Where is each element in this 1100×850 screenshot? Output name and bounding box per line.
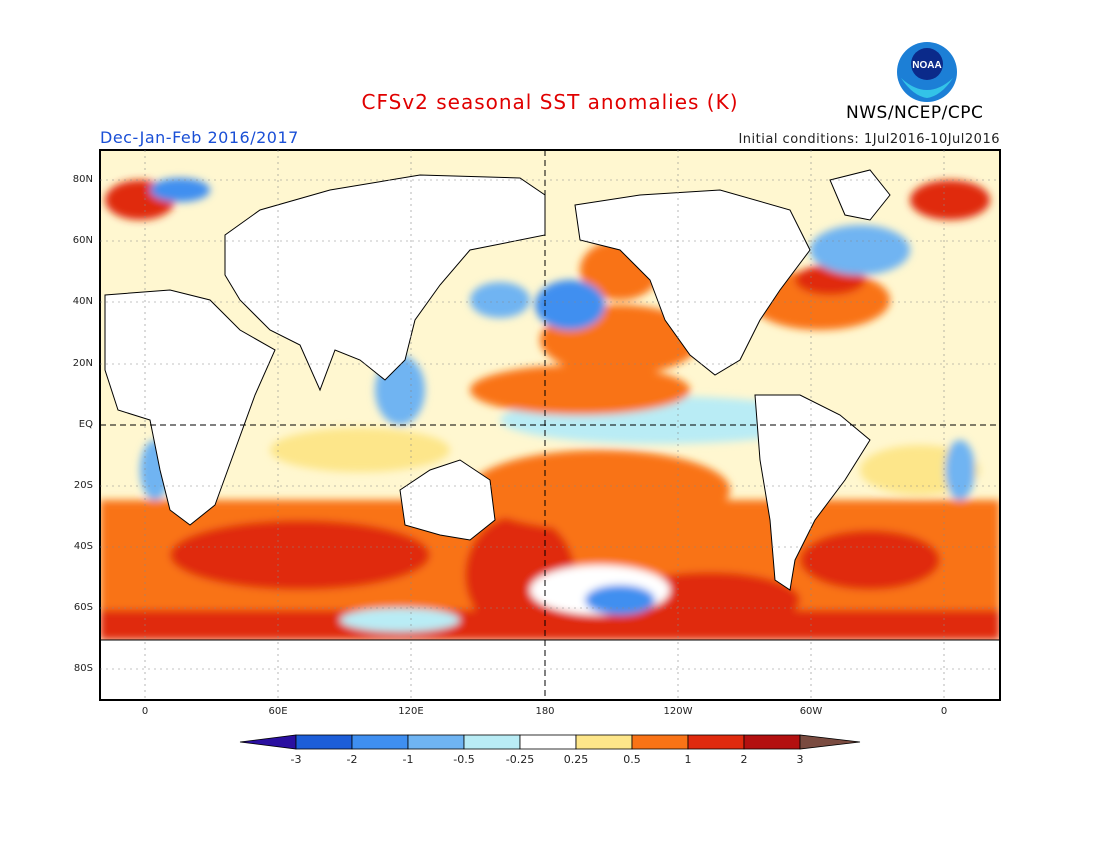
lat-tick: 60S [73, 602, 93, 613]
lon-tick: 0 [141, 706, 149, 717]
lat-tick: 20S [73, 480, 93, 491]
land [100, 169, 1000, 700]
colorbar [239, 734, 861, 750]
colorbar-swatch [351, 734, 409, 750]
lon-tick: 60E [268, 706, 288, 717]
colorbar-swatch [239, 734, 297, 750]
lat-tick: 40N [72, 296, 93, 307]
colorbar-swatch [743, 734, 801, 750]
svg-text:NOAA: NOAA [912, 60, 941, 71]
gridlines [100, 150, 1000, 700]
colorbar-label: 3 [796, 753, 804, 766]
lat-tick: 60N [72, 235, 93, 246]
colorbar-swatch [295, 734, 353, 750]
colorbar-label: -3 [290, 753, 302, 766]
colorbar-label: -0.5 [453, 753, 475, 766]
chart-title: CFSv2 seasonal SST anomalies (K) [361, 90, 739, 114]
lon-tick: 0 [940, 706, 948, 717]
noaa-logo: NOAA [897, 42, 957, 102]
colorbar-label: 0.25 [563, 753, 589, 766]
colorbar-label: 0.5 [623, 753, 641, 766]
forecast-period: Dec-Jan-Feb 2016/2017 [100, 128, 299, 147]
lat-tick: 40S [73, 541, 93, 552]
colorbar-swatch [407, 734, 465, 750]
initial-conditions: Initial conditions: 1Jul2016-10Jul2016 [738, 132, 1000, 147]
colorbar-label: 2 [740, 753, 748, 766]
lon-tick: 120E [398, 706, 424, 717]
colorbar-label: -1 [402, 753, 414, 766]
lon-tick: 180 [535, 706, 555, 717]
lat-tick: 20N [72, 358, 93, 369]
agency-label: NWS/NCEP/CPC [846, 103, 984, 123]
colorbar-label: -2 [346, 753, 358, 766]
lat-tick: 80N [72, 174, 93, 185]
colorbar-swatch [631, 734, 689, 750]
colorbar-swatch [575, 734, 633, 750]
colorbar-swatch [519, 734, 577, 750]
colorbar-swatch [687, 734, 745, 750]
colorbar-label: 1 [684, 753, 692, 766]
lat-tick: EQ [78, 419, 93, 430]
lat-tick: 80S [73, 663, 93, 674]
lon-tick: 120W [663, 706, 693, 717]
colorbar-swatch [463, 734, 521, 750]
colorbar-swatch [799, 734, 861, 750]
lon-tick: 60W [799, 706, 823, 717]
colorbar-label: -0.25 [505, 753, 535, 766]
